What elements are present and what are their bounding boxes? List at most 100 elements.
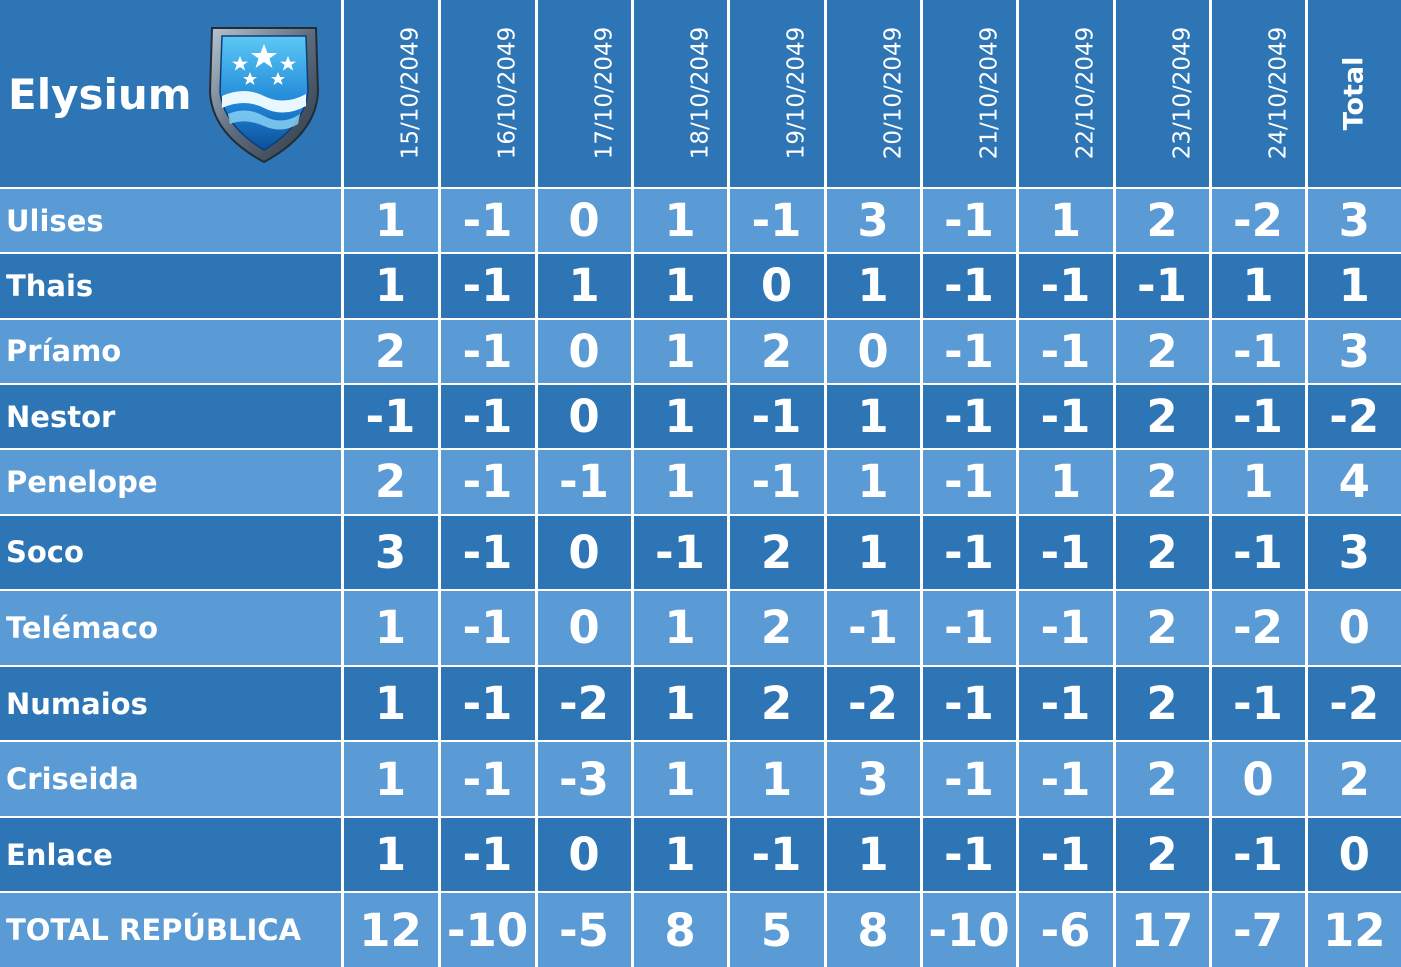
score-cell: -1 [919,589,1017,666]
row-total-cell: 3 [1304,317,1401,384]
row-name: Ulises [0,186,342,254]
table-row: Criseida 1 -1 -3 1 1 3 -1 -1 2 0 2 [0,740,1401,817]
table-row: Telémaco 1 -1 0 1 2 -1 -1 -1 2 -2 0 [0,589,1401,666]
date-header-label: 17/10/2049 [590,27,617,160]
total-republica-row: TOTAL REPÚBLICA 12 -10 -5 8 5 8 -10 -6 17 -7 12 [0,891,1401,967]
score-cell: -1 [919,448,1017,515]
date-header-label: 22/10/2049 [1071,27,1098,160]
date-header-label: 24/10/2049 [1264,27,1291,160]
score-cell: 8 [630,891,728,967]
score-cell: 12 [340,891,439,967]
score-cell: 0 [534,382,632,450]
brand-title: Elysium [8,70,192,119]
date-header-label: 21/10/2049 [975,27,1002,160]
table-row: Soco 3 -1 0 -1 2 1 -1 -1 2 -1 3 [0,513,1401,591]
score-cell: 1 [630,815,728,893]
score-cell: -1 [919,382,1017,450]
score-cell: -1 [1208,317,1306,384]
score-cell: -1 [919,815,1017,893]
score-cell: 1 [823,382,921,450]
score-cell: -6 [1015,891,1114,967]
score-cell: 0 [534,317,632,384]
total-row-label: TOTAL REPÚBLICA [0,891,342,967]
score-cell: -2 [1208,186,1306,254]
score-cell: 2 [726,589,825,666]
date-header: 23/10/2049 [1112,0,1210,188]
score-cell: -1 [437,252,536,319]
score-cell: -1 [1015,815,1114,893]
score-cell: -1 [534,448,632,515]
date-header: 19/10/2049 [726,0,825,188]
date-header: 17/10/2049 [534,0,632,188]
score-cell: -1 [437,186,536,254]
score-cell: 17 [1112,891,1210,967]
score-cell: 2 [1112,448,1210,515]
date-header-label: 19/10/2049 [782,27,809,160]
score-cell: 1 [823,252,921,319]
table-row: Nestor -1 -1 0 1 -1 1 -1 -1 2 -1 -2 [0,382,1401,450]
score-cell: 1 [630,252,728,319]
row-name: Thais [0,252,342,319]
score-cell: 0 [726,252,825,319]
score-cell: -1 [919,740,1017,817]
score-cell: -10 [437,891,536,967]
score-cell: 2 [340,317,439,384]
row-name: Criseida [0,740,342,817]
row-total-cell: 3 [1304,186,1401,254]
row-total-cell: 3 [1304,513,1401,591]
score-cell: -1 [437,664,536,742]
score-cell: -1 [437,740,536,817]
date-header: 20/10/2049 [823,0,921,188]
date-header-label: 15/10/2049 [396,27,423,160]
row-name: Príamo [0,317,342,384]
score-cell: 3 [340,513,439,591]
score-cell: -7 [1208,891,1306,967]
shield-stars-emblem-icon [208,27,320,164]
table-row: Ulises 1 -1 0 1 -1 3 -1 1 2 -2 3 [0,186,1401,254]
table-row: Príamo 2 -1 0 1 2 0 -1 -1 2 -1 3 [0,317,1401,384]
score-cell: 1 [823,815,921,893]
score-cell: 1 [823,513,921,591]
score-cell: 1 [630,740,728,817]
date-header: 21/10/2049 [919,0,1017,188]
row-name: Soco [0,513,342,591]
score-cell: -1 [1015,382,1114,450]
table-row: Thais 1 -1 1 1 0 1 -1 -1 -1 1 1 [0,252,1401,319]
score-cell: 1 [630,382,728,450]
score-cell: 2 [1112,815,1210,893]
score-cell: -1 [437,815,536,893]
score-cell: -1 [823,589,921,666]
brand-cell: Elysium [0,0,342,188]
score-cell: 2 [726,513,825,591]
score-cell: 1 [340,252,439,319]
score-cell: -1 [919,186,1017,254]
score-cell: -1 [726,382,825,450]
score-cell: 1 [340,740,439,817]
score-cell: 3 [823,740,921,817]
score-cell: 2 [1112,382,1210,450]
score-cell: -1 [1208,664,1306,742]
score-cell: -5 [534,891,632,967]
score-cell: 1 [1208,448,1306,515]
row-total-cell: 0 [1304,589,1401,666]
score-cell: -1 [437,317,536,384]
score-cell: 1 [823,448,921,515]
row-total-cell: 2 [1304,740,1401,817]
total-header-label: Total [1338,56,1370,131]
score-cell: 1 [340,186,439,254]
score-cell: -1 [340,382,439,450]
table-row: Penelope 2 -1 -1 1 -1 1 -1 1 2 1 4 [0,448,1401,515]
score-cell: -1 [726,186,825,254]
date-header-label: 23/10/2049 [1168,27,1195,160]
score-cell: 0 [823,317,921,384]
table-row: Enlace 1 -1 0 1 -1 1 -1 -1 2 -1 0 [0,815,1401,893]
score-cell: -1 [919,513,1017,591]
row-name: Telémaco [0,589,342,666]
score-cell: -1 [1015,664,1114,742]
score-cell: -1 [1208,382,1306,450]
score-cell: 1 [340,815,439,893]
score-cell: -1 [1015,317,1114,384]
date-header: 16/10/2049 [437,0,536,188]
brand-block: Elysium [0,0,341,187]
